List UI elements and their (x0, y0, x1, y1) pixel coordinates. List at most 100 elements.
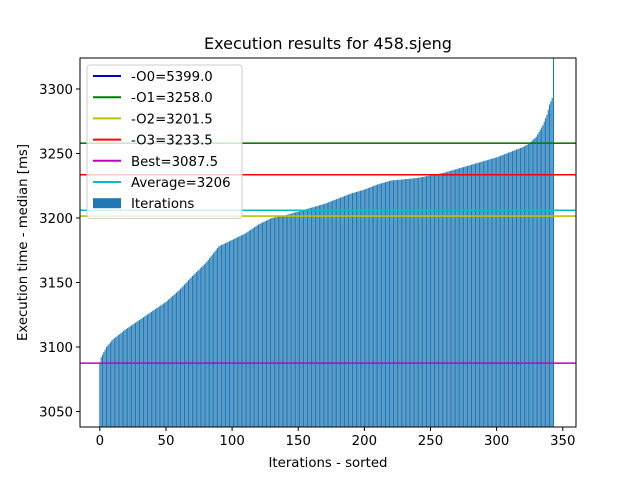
bar (382, 182, 384, 427)
bar (511, 151, 514, 427)
bar (357, 191, 359, 427)
y-tick-label: 3100 (39, 341, 73, 356)
bar (451, 170, 453, 427)
bar (152, 310, 154, 427)
bar (398, 179, 400, 427)
bar (308, 208, 310, 427)
bar (260, 223, 262, 427)
bar (375, 184, 377, 427)
bar (272, 217, 274, 427)
bar (448, 171, 450, 427)
bar (326, 202, 328, 427)
bar (330, 201, 332, 427)
bar (459, 168, 461, 427)
bar (112, 339, 114, 427)
bar (362, 189, 364, 427)
bar (363, 189, 365, 427)
bar (481, 161, 483, 427)
bar (366, 188, 368, 427)
bar (181, 287, 183, 427)
bar (219, 245, 221, 427)
bar (124, 329, 126, 427)
bar (531, 140, 533, 427)
bar (285, 215, 287, 427)
bar (449, 170, 451, 427)
bar (353, 192, 355, 427)
bar (255, 226, 257, 427)
bar (243, 234, 245, 427)
bar (280, 216, 282, 427)
bar (182, 285, 184, 427)
bar (217, 248, 219, 427)
bar (419, 177, 421, 427)
bar (377, 184, 379, 427)
bar (433, 174, 436, 427)
y-tick-label: 3250 (39, 147, 73, 162)
legend-label: Best=3087.5 (131, 155, 218, 170)
bar (545, 118, 547, 428)
bar (333, 200, 335, 427)
bar (337, 198, 339, 427)
bar (378, 184, 380, 427)
bar (486, 160, 488, 427)
bar (177, 291, 179, 427)
bar (403, 179, 405, 427)
bar (309, 208, 311, 427)
bar (340, 197, 342, 427)
bar (328, 202, 330, 427)
bar (251, 228, 253, 427)
bar (324, 203, 326, 427)
bar (510, 151, 512, 428)
bar (129, 326, 131, 427)
bar (312, 207, 314, 427)
bar (465, 166, 467, 427)
bar (149, 312, 151, 427)
bar (394, 180, 396, 427)
bar (493, 158, 495, 427)
bar (415, 178, 417, 427)
bar (142, 317, 145, 427)
bar (107, 345, 109, 427)
bar (150, 311, 152, 427)
bar (100, 357, 102, 427)
plot-frame (79, 57, 577, 428)
y-axis-ticks: 3050 3100 3150 3200 3250 3300 (39, 83, 80, 421)
bar (522, 147, 524, 427)
bar (240, 235, 242, 427)
bar (383, 182, 385, 427)
bar (386, 181, 388, 427)
bar (265, 220, 268, 427)
bar (316, 206, 318, 427)
bar (504, 154, 506, 427)
bar (464, 166, 466, 427)
bar (273, 217, 275, 427)
bar (519, 148, 521, 427)
bar (234, 238, 236, 427)
bar (268, 219, 270, 427)
bar (238, 236, 240, 427)
bar (317, 205, 319, 427)
bar (361, 190, 363, 427)
bar (141, 318, 143, 427)
bar (374, 185, 376, 427)
bar (310, 207, 312, 427)
legend-label: -O2=3201.5 (131, 112, 213, 127)
bar (332, 200, 334, 427)
bar (395, 180, 397, 427)
bar (161, 304, 163, 427)
bar (388, 180, 391, 427)
bar (552, 58, 555, 427)
bar (444, 172, 446, 427)
bar (250, 229, 252, 427)
bar (189, 278, 191, 427)
bar (488, 159, 490, 428)
bar (146, 314, 148, 427)
legend-swatch (93, 198, 121, 209)
bar (295, 212, 297, 427)
bar (138, 319, 141, 427)
bar (542, 125, 544, 427)
bar (399, 179, 401, 427)
bar (436, 174, 438, 427)
bar (445, 172, 447, 427)
